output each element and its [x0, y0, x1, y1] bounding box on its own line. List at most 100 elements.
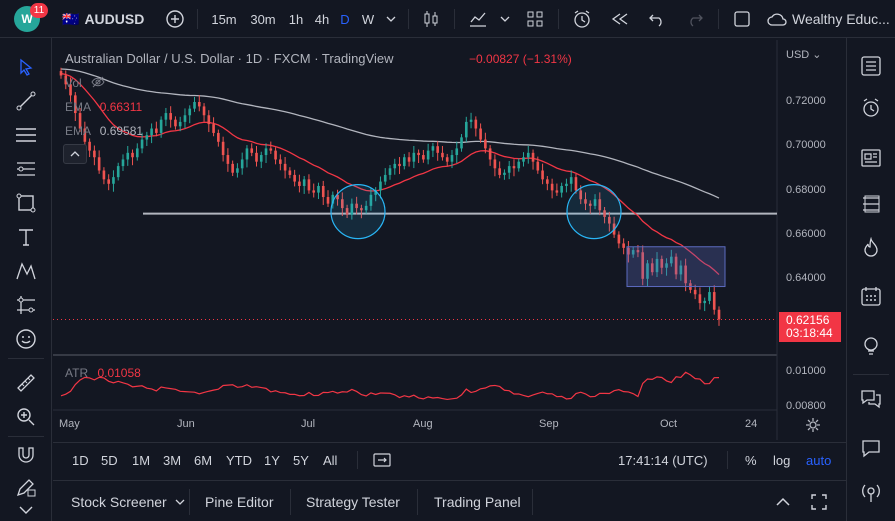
candle-body [693, 289, 697, 295]
indicators-button[interactable] [464, 0, 492, 38]
go-to-date-button[interactable] [373, 443, 391, 477]
watchlist-button[interactable] [855, 50, 887, 82]
hotlists-button[interactable] [855, 232, 887, 264]
cursor-tool[interactable] [10, 52, 42, 82]
interval-15m[interactable]: 15m [211, 11, 237, 27]
chat-bubbles-icon [861, 390, 881, 409]
candle-body [97, 157, 101, 171]
interval-1h[interactable]: 1h [288, 11, 304, 27]
range-1d[interactable]: 1D [72, 452, 89, 468]
magnet-tool[interactable] [10, 440, 42, 470]
prediction-tool[interactable] [10, 256, 42, 286]
icons-tool[interactable] [10, 324, 42, 354]
ema-legend-2: EMA 0.69581 [65, 124, 143, 138]
range-3m[interactable]: 3M [163, 452, 182, 468]
text-tool[interactable] [10, 222, 42, 252]
candle-body [283, 163, 287, 171]
ruler-tool[interactable] [10, 368, 42, 398]
indicators-dropdown[interactable] [496, 0, 514, 38]
range-1m[interactable]: 1M [132, 452, 151, 468]
candle-body [555, 190, 559, 193]
tab-strategy-tester[interactable]: Strategy Tester [306, 493, 400, 510]
auto-scale-toggle[interactable]: auto [806, 452, 832, 468]
tab-pine-editor[interactable]: Pine Editor [205, 493, 274, 510]
news-button[interactable] [855, 142, 887, 174]
chevron-down-icon [175, 499, 185, 505]
calendar-icon [861, 287, 881, 306]
zoom-tool[interactable] [10, 402, 42, 432]
fullscreen-toggle[interactable] [728, 0, 756, 38]
interval-dropdown[interactable] [382, 0, 400, 38]
eye-hidden-icon[interactable] [91, 76, 105, 88]
symbol-search[interactable]: 🇦🇺 AUDUSD [62, 0, 152, 38]
shape-tool[interactable] [10, 188, 42, 218]
replay-button[interactable] [606, 0, 634, 38]
toolbar-collapse[interactable] [10, 500, 42, 520]
candle-body [460, 137, 463, 149]
chart-settings-button[interactable] [805, 417, 821, 436]
redo-icon [690, 14, 703, 27]
user-avatar[interactable]: W 11 [10, 0, 48, 38]
candle-body [331, 194, 335, 204]
trend-line-tool[interactable] [10, 86, 42, 116]
tab-trading-panel[interactable]: Trading Panel [434, 493, 521, 510]
account-menu[interactable]: Wealthy Educ... [766, 0, 895, 38]
redo-button[interactable] [682, 0, 708, 38]
alarm-clock-icon [863, 98, 879, 117]
candle-body [298, 181, 301, 186]
range-6m[interactable]: 6M [194, 452, 213, 468]
chevron-up-icon [776, 497, 790, 506]
messages-button[interactable] [855, 432, 887, 464]
projection-icon [17, 296, 35, 314]
undo-button[interactable] [644, 0, 670, 38]
panel-maximize-button[interactable] [811, 481, 827, 521]
panel-expand-button[interactable] [775, 481, 791, 521]
alert-button[interactable] [568, 0, 596, 38]
measure-tool[interactable] [10, 290, 42, 320]
chart-area[interactable]: Australian Dollar / U.S. Dollar · 1D · F… [53, 40, 846, 440]
candle-body [345, 208, 349, 215]
chart-type-button[interactable] [418, 0, 444, 38]
calendar-button[interactable] [855, 280, 887, 312]
layouts-button[interactable] [522, 0, 548, 38]
candle-body [498, 168, 501, 175]
currency-selector[interactable]: USD ⌄ [786, 49, 822, 61]
tab-stock-screener[interactable]: Stock Screener [71, 481, 185, 521]
range-5d[interactable]: 5D [101, 452, 118, 468]
interval-4h[interactable]: 4h [314, 11, 330, 27]
interval-30m[interactable]: 30m [250, 11, 276, 27]
account-label: Wealthy Educ... [792, 11, 890, 27]
pine-scripts-button[interactable] [855, 188, 887, 220]
range-1y[interactable]: 1Y [264, 452, 280, 468]
highlight-circle-2 [566, 184, 622, 240]
range-ytd[interactable]: YTD [226, 452, 252, 468]
range-box [626, 246, 726, 288]
help-button[interactable] [855, 476, 887, 508]
log-scale-toggle[interactable]: log [773, 452, 791, 468]
alerts-button[interactable] [855, 92, 887, 124]
candle-body [455, 148, 459, 156]
chevron-down-icon [19, 506, 33, 514]
ruler-icon [17, 374, 35, 392]
time-tick: Aug [413, 418, 433, 430]
chart-canvas[interactable] [53, 40, 846, 440]
candle-body [73, 95, 77, 114]
time-tick: 24 [745, 418, 758, 430]
chats-button[interactable] [855, 382, 887, 414]
compare-add-button[interactable] [162, 0, 188, 38]
lock-drawing-tool[interactable] [10, 472, 42, 502]
pattern-tool[interactable] [10, 154, 42, 184]
legend-collapse-button[interactable] [63, 144, 87, 164]
atr-legend: ATR 0.01058 [65, 366, 141, 380]
interval-d[interactable]: D [340, 11, 350, 27]
utc-clock[interactable]: 17:41:14 (UTC) [618, 452, 708, 468]
candle-body [379, 181, 382, 191]
range-5y[interactable]: 5Y [293, 452, 309, 468]
time-tick: Jul [301, 418, 316, 430]
range-all[interactable]: All [323, 452, 338, 468]
my-ideas-button[interactable] [855, 330, 887, 362]
fib-tool[interactable] [10, 120, 42, 150]
interval-w[interactable]: W [361, 11, 375, 27]
candle-body [402, 157, 406, 167]
percent-scale-toggle[interactable]: % [745, 452, 757, 468]
